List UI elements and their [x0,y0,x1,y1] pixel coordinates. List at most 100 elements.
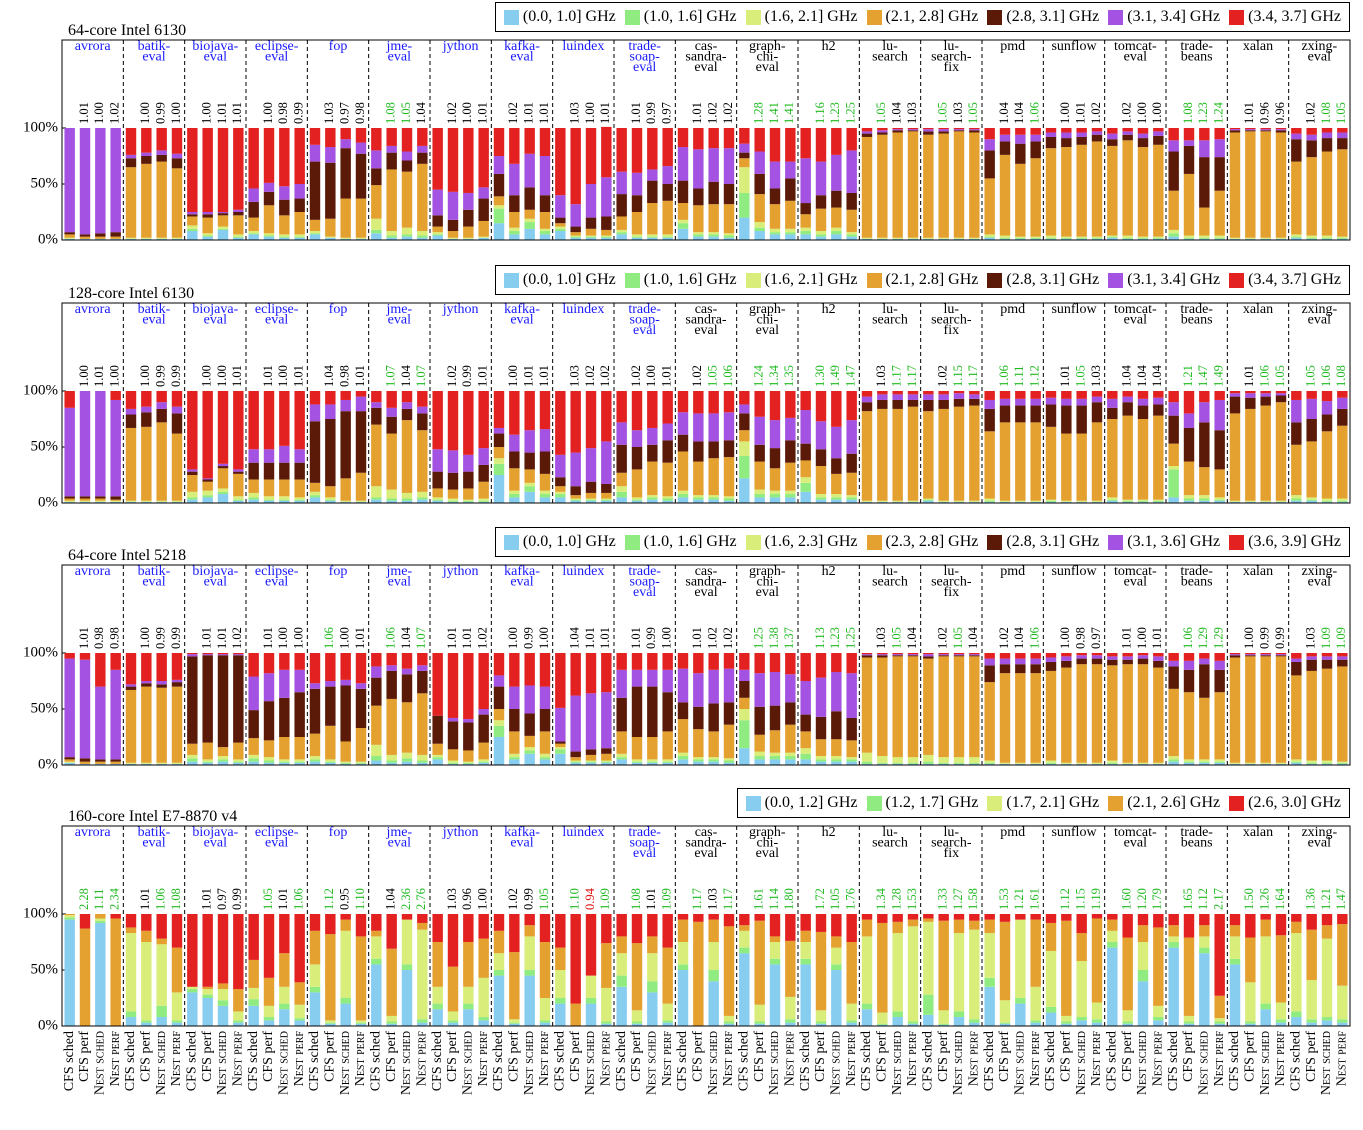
bar-segment [263,128,275,183]
bar-segment [570,751,581,758]
bar-segment [555,653,566,708]
bar-segment [708,413,719,442]
bar-segment [1306,763,1317,765]
bar-segment [1122,140,1133,236]
y-tick-label: 0% [38,231,58,247]
bar-segment [279,445,290,463]
bar-segment [631,737,643,760]
speedup-label: 1.00 [476,888,490,910]
bar-segment [1275,128,1287,130]
bar-segment [754,914,765,921]
legend-swatch [624,272,640,288]
bar-segment [923,1014,934,1026]
bar-segment [1275,1019,1287,1023]
bar-segment [892,237,903,239]
bar-segment [524,747,535,751]
bar-segment [64,407,75,497]
bar-segment [892,653,903,655]
group-name: eclipse- [255,564,299,579]
bar-segment [1015,163,1026,237]
bar-segment [417,499,428,503]
bar-segment [662,914,673,948]
bar-segment [1122,763,1133,765]
bar-segment [141,1022,152,1026]
speedup-label: 1.02 [230,627,244,649]
bar-segment [340,391,351,400]
speedup-label: 1.08 [169,888,183,910]
bar-segment [309,497,321,503]
bar-label: Nest sched [1319,1031,1334,1095]
bar-segment [1306,670,1317,761]
bar-segment [1229,964,1241,1026]
bar-segment [831,756,842,760]
bar-segment [785,702,796,725]
bar-segment [754,734,765,752]
y-tick-label: 100% [23,119,58,135]
bar-segment [1229,396,1241,414]
bar-segment [1291,237,1302,240]
bar-segment [831,458,842,474]
group-name: eval [1124,836,1147,851]
bar-segment [585,500,597,503]
legend-label: (1.0, 1.6] GHz [643,271,737,288]
bar-segment [325,391,336,405]
bar-segment [938,128,949,130]
bar-segment [831,936,842,948]
bar-segment [923,129,934,132]
bar-segment [938,920,949,1011]
bar-segment [1137,398,1149,406]
legend-label: (3.4, 3.7] GHz [1248,271,1341,288]
bar-segment [846,495,857,498]
legend-item: (1.0, 1.6] GHz [624,533,737,551]
bar-segment [1168,756,1179,760]
speedup-label: 1.02 [936,365,950,387]
speedup-label: 1.80 [782,888,796,910]
bar-segment [1306,157,1317,236]
bar-segment [984,399,995,409]
group-name: trade- [1180,302,1213,317]
bar-segment [509,1019,520,1023]
speedup-label: 1.01 [230,102,244,124]
bar-segment [555,741,566,744]
bar-segment [785,674,796,703]
bar-segment [846,653,857,674]
bar-segment [309,683,321,689]
bar-segment [785,228,796,233]
bar-segment [125,158,137,168]
bar-segment [1306,398,1317,419]
group-name: eclipse- [255,825,299,840]
bar-segment [1321,762,1333,764]
bar-segment [1045,238,1057,240]
bar-segment [800,391,811,411]
bar-segment [1306,140,1317,158]
speedup-label: 1.11 [92,889,106,910]
bar-segment [631,195,643,212]
bar-segment [524,452,535,470]
bar-segment [723,500,735,503]
bar-segment [509,497,520,503]
bar-segment [156,684,167,688]
bar-segment [539,914,551,942]
bar-segment [371,760,382,765]
speedup-label: 1.01 [1074,102,1088,124]
bar-segment [187,654,198,657]
bar-label: CFS perf [445,1031,460,1082]
bar-segment [1260,405,1271,501]
bar-segment [923,658,934,755]
bar-segment [125,927,137,934]
bar-segment [677,719,689,753]
bar-segment [647,236,658,238]
speedup-label: 1.06 [292,888,306,910]
bar-segment [447,749,459,761]
bar-segment [800,731,811,749]
bar-segment [769,420,781,449]
bar-segment [815,756,827,760]
bar-segment [1260,936,1271,1004]
bar-segment [739,167,750,193]
legend: (0.0, 1.0] GHz (1.0, 1.6] GHz (1.6, 2.1] G… [494,2,1350,32]
bar-segment [1306,659,1317,671]
bar-segment [769,705,781,731]
legend-swatch [866,534,882,550]
bar-segment [861,936,873,1004]
bar-segment [202,742,213,760]
